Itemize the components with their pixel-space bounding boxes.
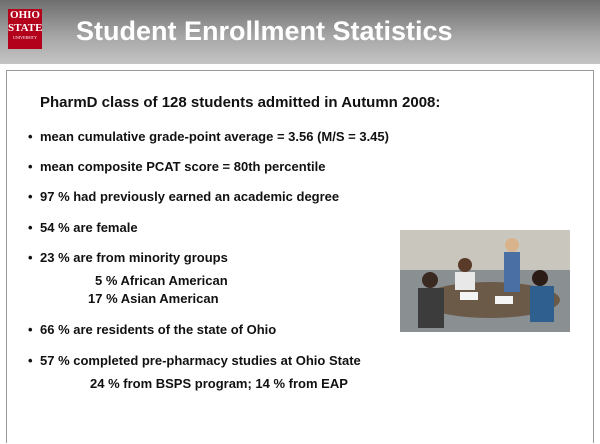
logo-text: STATE — [8, 22, 43, 34]
sub-item: 24 % from BSPS program; 14 % from EAP — [90, 376, 348, 391]
intro: PharmD class of 128 students admitted in… — [40, 94, 441, 111]
sub-item: 17 % Asian American — [88, 291, 219, 306]
sub-item: 5 % African American — [95, 273, 228, 288]
content-frame — [6, 70, 594, 443]
photo — [400, 230, 570, 332]
bullet: mean cumulative grade-point average = 3.… — [28, 129, 389, 144]
photo-person — [418, 288, 444, 328]
bullet: 66 % are residents of the state of Ohio — [28, 322, 276, 337]
bullet: mean composite PCAT score = 80th percent… — [28, 159, 325, 174]
photo-person — [422, 272, 438, 288]
photo-person — [504, 252, 520, 292]
photo-person — [505, 238, 519, 252]
photo-person — [532, 270, 548, 286]
logo: OHIO STATE UNIVERSITY — [8, 9, 42, 49]
bullet: 97 % had previously earned an academic d… — [28, 189, 339, 204]
photo-paper — [460, 292, 478, 300]
photo-person — [458, 258, 472, 272]
photo-person — [530, 286, 554, 322]
logo-text: UNIVERSITY — [13, 35, 37, 40]
bullet: 57 % completed pre-pharmacy studies at O… — [28, 353, 361, 368]
bullet: 23 % are from minority groups — [28, 250, 228, 265]
logo-text: OHIO — [10, 9, 40, 21]
slide-title: Student Enrollment Statistics — [76, 16, 453, 46]
photo-wall — [400, 230, 570, 270]
photo-person — [455, 272, 475, 290]
bullet: 54 % are female — [28, 220, 138, 235]
photo-table — [420, 282, 560, 318]
header-bar: OHIO STATE UNIVERSITY Student Enrollment… — [0, 0, 600, 64]
photo-paper — [495, 296, 513, 304]
